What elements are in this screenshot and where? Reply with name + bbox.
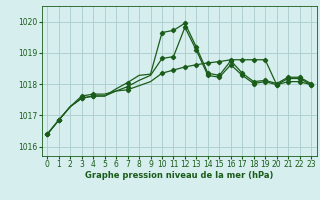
X-axis label: Graphe pression niveau de la mer (hPa): Graphe pression niveau de la mer (hPa) bbox=[85, 171, 273, 180]
